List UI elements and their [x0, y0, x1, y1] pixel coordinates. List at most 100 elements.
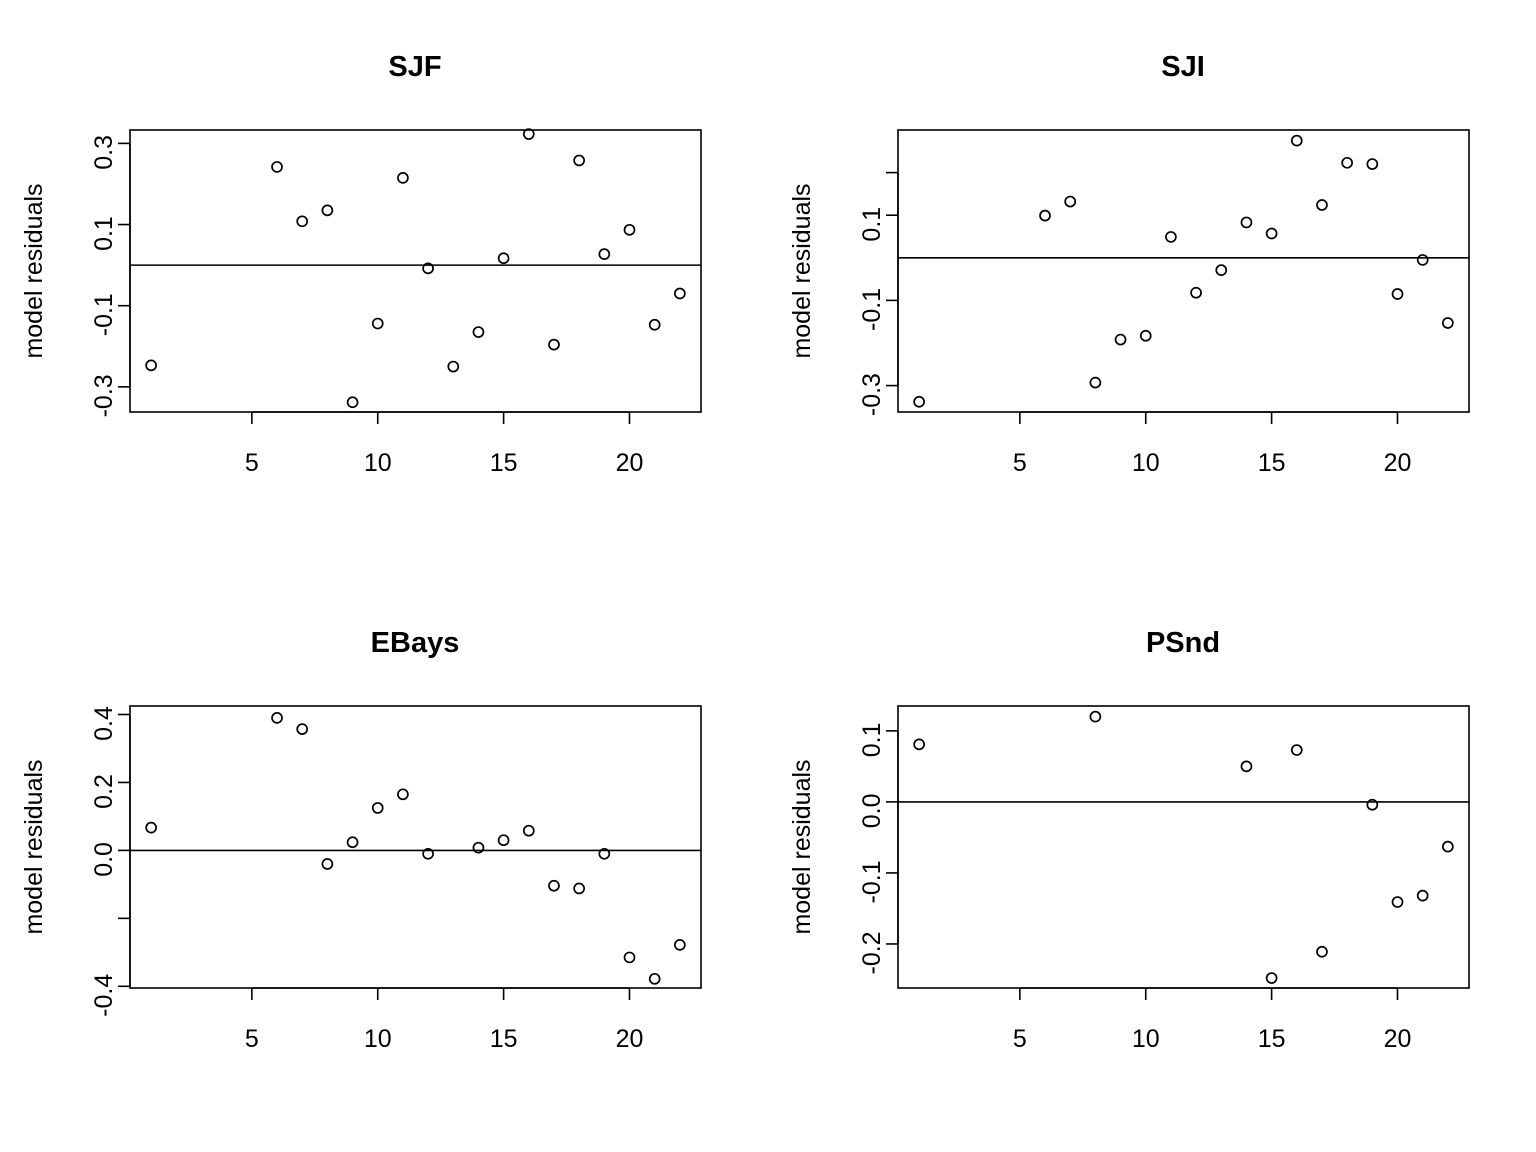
data-point	[598, 847, 611, 860]
data-point	[1089, 710, 1102, 723]
data-point	[623, 951, 636, 964]
data-point	[573, 882, 585, 895]
data-point	[548, 338, 560, 351]
panel-title: SJF	[388, 51, 441, 83]
x-tick-label: 5	[1013, 1025, 1027, 1053]
data-point	[497, 834, 510, 847]
x-tick-label: 20	[1384, 449, 1412, 477]
x-tick-label: 15	[1258, 1025, 1286, 1053]
data-point	[648, 972, 661, 985]
data-point	[1442, 317, 1454, 329]
y-tick-label: -0.4	[90, 974, 118, 1017]
data-point	[522, 128, 535, 140]
data-point	[1316, 945, 1328, 958]
data-point	[371, 802, 384, 814]
y-tick-label: 0.1	[858, 722, 886, 757]
y-axis-label: model residuals	[20, 183, 48, 358]
data-point	[145, 821, 157, 834]
plot-frame	[129, 705, 702, 989]
data-point	[522, 824, 535, 837]
y-axis-label: model residuals	[788, 183, 816, 358]
panel-title: SJI	[1161, 51, 1205, 83]
data-point	[1240, 216, 1253, 229]
data-point	[1190, 286, 1202, 299]
data-point	[1391, 896, 1404, 908]
x-tick-label: 5	[1013, 449, 1027, 477]
panel-psnd: PSnd model residuals 5 10 15 20 0.1 0.0 -0.1 -0…	[788, 627, 1470, 1053]
data-point	[573, 154, 585, 167]
y-tick-label: 0.1	[858, 207, 886, 242]
data-point	[1265, 972, 1278, 984]
x-tick-label: 20	[616, 449, 644, 477]
data-point	[1165, 231, 1177, 243]
y-tick-label: -0.3	[858, 373, 886, 416]
data-point	[598, 248, 611, 261]
plot-frame	[897, 705, 1470, 989]
data-point	[1215, 264, 1228, 276]
panel-ebays: EBays model residuals 5 10 15 20 0.4 0.2 0.0 -0…	[20, 627, 702, 1053]
y-tick-label: -0.2	[858, 931, 886, 974]
data-point	[1416, 254, 1429, 266]
data-point	[623, 223, 636, 236]
panel-title: EBays	[371, 627, 460, 659]
data-point	[321, 858, 334, 870]
data-point	[648, 318, 661, 331]
y-tick-label: -0.1	[858, 288, 886, 331]
data-point	[397, 172, 409, 184]
data-point	[1114, 333, 1127, 346]
data-point	[1265, 227, 1278, 240]
y-axis-label: model residuals	[788, 759, 816, 934]
x-tick-label: 10	[364, 449, 392, 477]
x-tick-label: 10	[364, 1025, 392, 1053]
data-point	[397, 788, 409, 801]
data-point	[346, 836, 359, 849]
plot-frame	[897, 129, 1470, 413]
data-point	[422, 847, 434, 860]
data-point	[1240, 760, 1253, 773]
data-point	[1290, 134, 1303, 147]
data-point	[674, 939, 686, 951]
data-point	[1341, 156, 1353, 169]
data-point	[296, 723, 309, 735]
x-tick-label: 20	[1384, 1025, 1412, 1053]
data-point	[548, 879, 560, 892]
x-tick-label: 15	[490, 1025, 518, 1053]
data-point	[913, 738, 925, 751]
data-point	[371, 317, 384, 330]
data-point	[472, 326, 485, 338]
data-point	[1089, 376, 1102, 389]
data-point	[497, 252, 510, 265]
data-point	[674, 287, 686, 300]
data-point	[1391, 288, 1404, 300]
x-tick-label: 5	[245, 1025, 259, 1053]
y-tick-label: 0.3	[90, 135, 118, 170]
y-tick-label: 0.2	[90, 774, 118, 809]
y-tick-label: 0.4	[90, 706, 118, 741]
data-point	[1316, 199, 1328, 211]
y-tick-label: -0.1	[858, 860, 886, 903]
x-tick-label: 15	[490, 449, 518, 477]
data-point	[447, 360, 460, 373]
x-tick-label: 10	[1132, 1025, 1160, 1053]
panel-sjf: SJF model residuals 5 10 15 20 0.3 0.1 -0.1 -0.…	[20, 51, 702, 477]
y-tick-label: -0.3	[90, 374, 118, 417]
data-point	[913, 395, 925, 408]
x-tick-label: 20	[616, 1025, 644, 1053]
data-point	[271, 712, 283, 724]
data-point	[1139, 329, 1152, 342]
data-point	[1039, 209, 1051, 222]
data-point	[1442, 840, 1454, 853]
data-point	[1366, 798, 1379, 811]
data-point	[1416, 889, 1429, 902]
data-point	[1366, 158, 1379, 170]
data-point	[1064, 195, 1077, 208]
y-tick-label: 0.1	[90, 216, 118, 251]
x-tick-label: 15	[1258, 449, 1286, 477]
x-tick-label: 5	[245, 449, 259, 477]
data-point	[346, 396, 359, 409]
y-tick-label: -0.1	[90, 293, 118, 336]
y-axis-label: model residuals	[20, 759, 48, 934]
panel-sji: SJI model residuals 5 10 15 20 0.1 -0.1 -0.3	[788, 51, 1470, 477]
data-point	[296, 215, 309, 228]
